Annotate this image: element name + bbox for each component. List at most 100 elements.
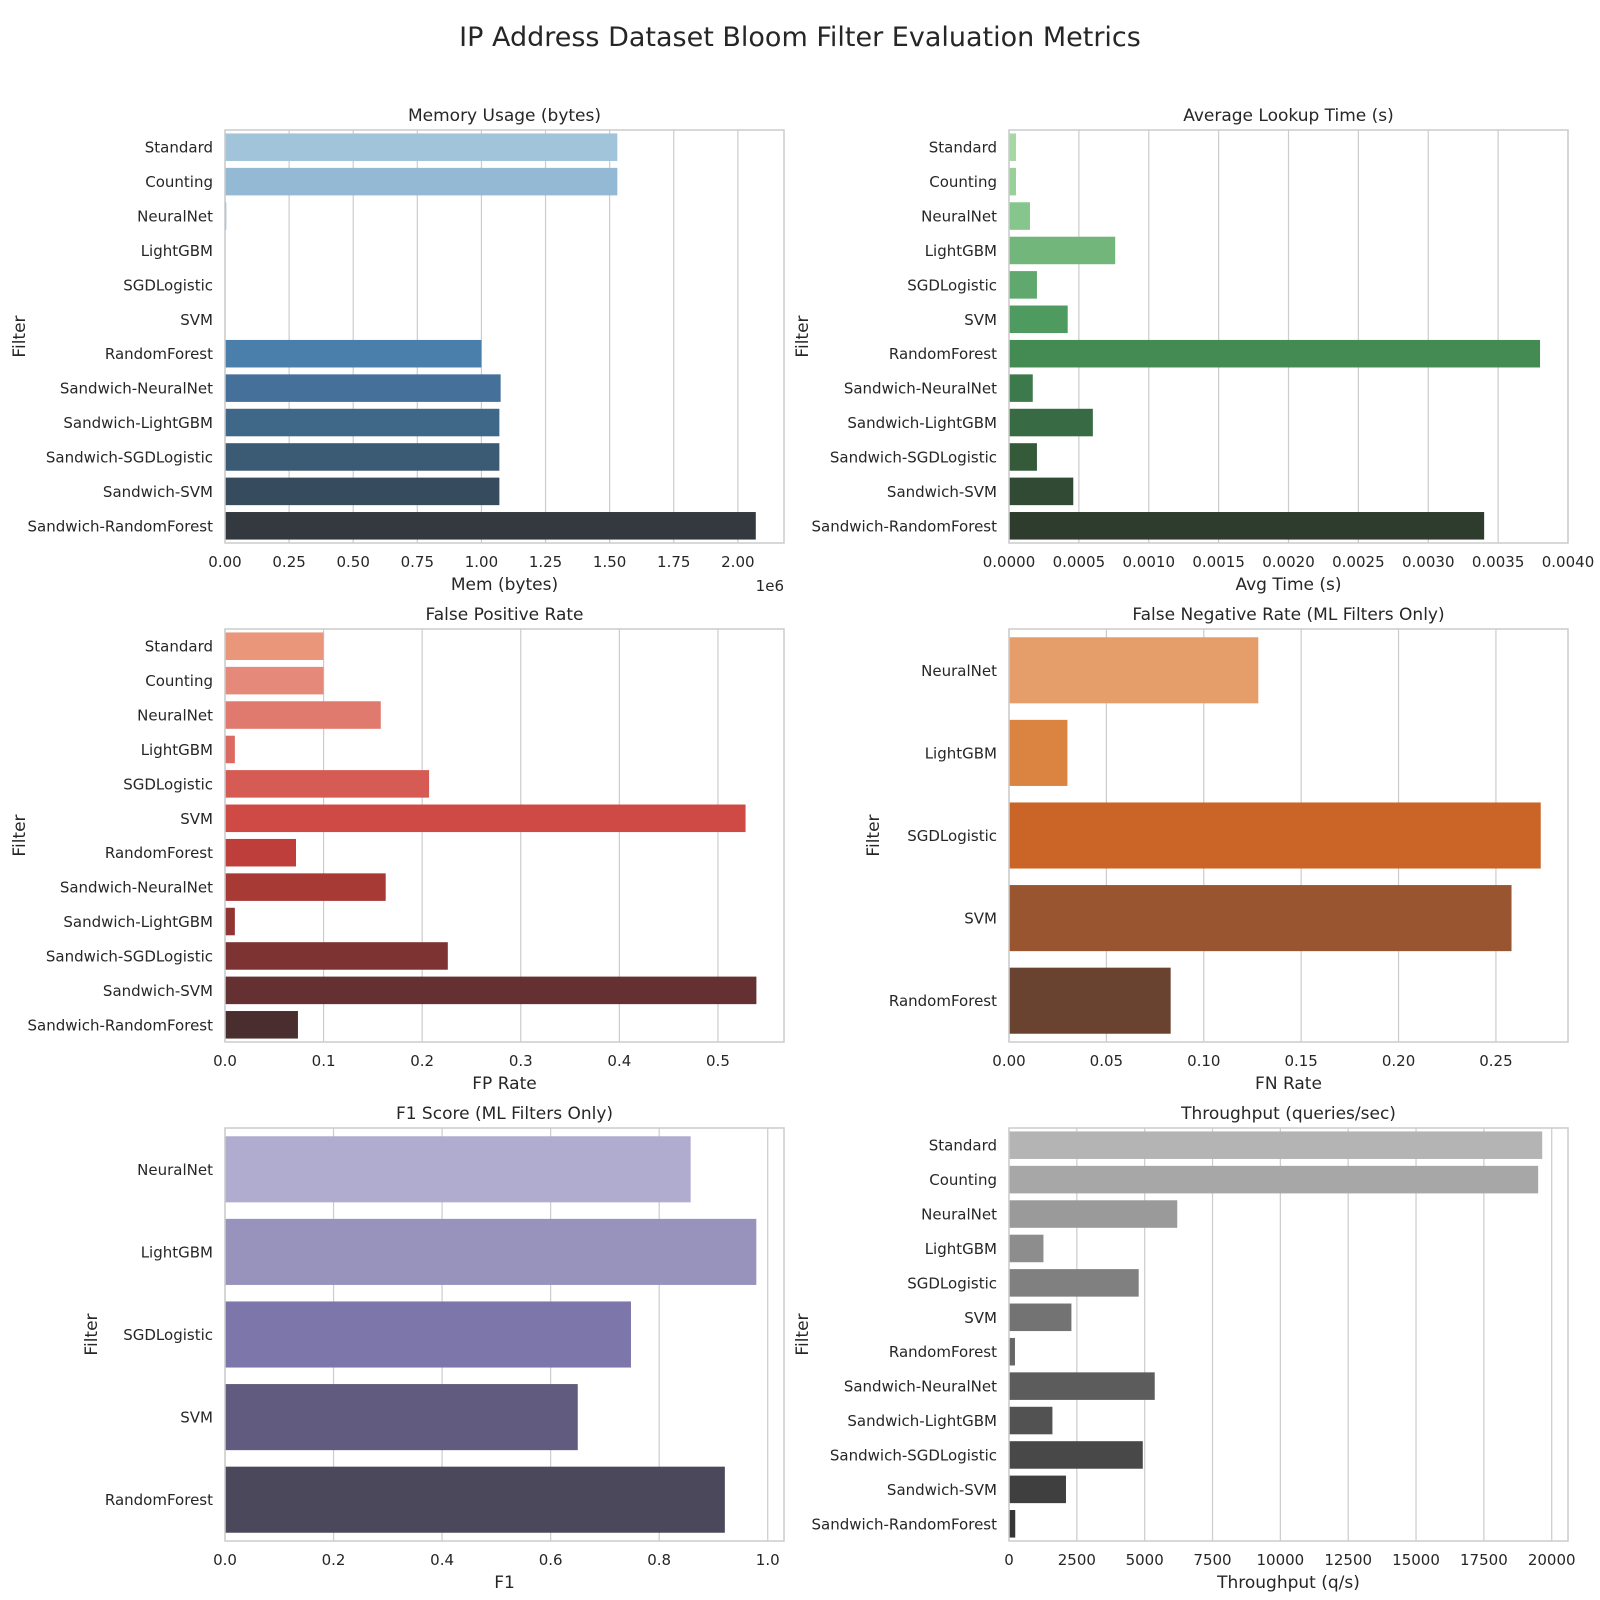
x-tick-label: 0.05 [1090,1052,1123,1070]
bar-counting [1009,167,1016,196]
y-tick-label: Sandwich-SGDLogistic [830,448,997,466]
bar-sgdlogistic [225,770,430,798]
y-tick-label: Sandwich-NeuralNet [60,879,213,897]
x-tick-label: 10000 [1256,1551,1304,1569]
y-tick-label: Sandwich-NeuralNet [60,380,213,398]
x-tick-label: 0.00 [992,1052,1025,1070]
bar-randomforest [225,339,482,368]
y-tick-label: Sandwich-SVM [887,483,997,501]
bar-counting [1009,1165,1539,1194]
y-tick-label: SVM [180,311,213,329]
y-tick-label: Sandwich-SGDLogistic [46,448,213,466]
bar-sandwich-randomforest [1009,512,1485,540]
y-tick-label: Standard [929,139,997,157]
y-tick-label: Sandwich-SVM [103,982,213,1000]
bar-sandwich-sgdlogistic [1009,443,1037,471]
bar-lightgbm [1009,236,1116,265]
axes-frame [224,1127,785,1542]
x-tick-label: 0.2 [322,1551,346,1569]
y-tick-label: Sandwich-RandomForest [812,517,998,535]
y-tick-label: RandomForest [105,1491,213,1509]
x-tick-label: 12500 [1324,1551,1372,1569]
bar-sandwich-neuralnet [1009,374,1033,402]
bar-sgdlogistic [1009,271,1037,299]
bar-counting [225,666,324,695]
bar-sandwich-svm [225,976,757,1005]
y-tick-label: Counting [929,173,997,191]
y-tick-label: Standard [145,638,213,656]
x-tick-label: 7500 [1193,1551,1231,1569]
y-tick-label: Sandwich-NeuralNet [844,1378,997,1396]
y-axis-label: Filter [10,814,30,856]
x-tick-label: 0.75 [401,553,434,571]
y-tick-label: Sandwich-RandomForest [28,1016,214,1034]
bar-sgdlogistic [225,1301,631,1368]
x-tick-label: 1.25 [529,553,562,571]
x-tick-label: 2.00 [721,553,754,571]
x-tick-label: 0.25 [1479,1052,1512,1070]
bar-sandwich-svm [225,477,500,506]
y-tick-label: SGDLogistic [907,276,997,294]
x-tick-label: 5000 [1126,1551,1164,1569]
y-tick-label: SVM [964,311,997,329]
y-tick-label: RandomForest [105,844,213,862]
y-tick-label: Sandwich-LightGBM [847,414,997,432]
bar-sandwich-randomforest [225,1011,298,1039]
f1-score-panel: NeuralNet LightGBM SGDLogistic SVM RandomFor… [82,1104,785,1593]
y-tick-label: RandomForest [889,345,997,363]
y-axis-label: Filter [10,315,30,357]
bar-sandwich-neuralnet [225,873,386,901]
x-tick-label: 0.3 [509,1052,533,1070]
y-tick-label: RandomForest [889,992,997,1010]
x-tick-label: 1.50 [593,553,626,571]
false-negative-panel: NeuralNet LightGBM SGDLogistic SVM RandomFor… [864,605,1569,1094]
bar-sandwich-lightgbm [225,907,235,936]
bar-standard [225,133,618,161]
bar-standard [225,632,324,660]
y-tick-label: Counting [145,672,213,690]
bar-sandwich-sgdlogistic [225,443,500,471]
axes-frame [1008,628,1569,1043]
x-axis-label: FP Rate [472,1074,536,1094]
bar-svm [225,1384,578,1451]
x-tick-label: 0.00 [208,553,241,571]
x-tick-label: 0.50 [337,553,370,571]
axes-frame [224,628,785,1043]
x-tick-label: 0.0 [213,1052,237,1070]
x-tick-label: 0.6 [539,1551,563,1569]
y-axis-label: Filter [82,1313,102,1355]
y-tick-label: SGDLogistic [907,1274,997,1292]
x-tick-label: 0.0005 [1053,553,1106,571]
y-tick-label: Counting [929,1171,997,1189]
bar-lightgbm [1009,1234,1044,1263]
bar-sandwich-lightgbm [225,408,500,437]
bar-sandwich-neuralnet [1009,1372,1155,1400]
y-tick-label: Sandwich-LightGBM [63,913,213,931]
x-tick-label: 0.8 [647,1551,671,1569]
bar-neuralnet [1009,637,1259,704]
bar-randomforest [225,838,296,867]
bar-sandwich-sgdlogistic [1009,1441,1143,1469]
y-tick-label: Sandwich-RandomForest [812,1515,998,1533]
y-tick-label: NeuralNet [921,662,997,680]
y-tick-label: LightGBM [141,741,213,759]
subplot-title: False Negative Rate (ML Filters Only) [1132,605,1444,625]
y-tick-label: NeuralNet [137,1161,213,1179]
x-tick-label: 0.4 [430,1551,454,1569]
y-tick-label: SGDLogistic [123,276,213,294]
y-tick-label: SVM [964,1309,997,1327]
bar-sgdlogistic [1009,802,1541,869]
bar-svm [1009,1303,1072,1332]
x-tick-label: 0.0020 [1262,553,1315,571]
y-tick-label: Sandwich-NeuralNet [844,380,997,398]
y-tick-label: LightGBM [141,242,213,260]
y-tick-label: NeuralNet [137,208,213,226]
bar-randomforest [1009,1337,1015,1366]
bar-counting [225,167,618,196]
y-tick-label: SVM [180,810,213,828]
x-tick-label: 0.0040 [1542,553,1595,571]
x-axis-label: Avg Time (s) [1235,575,1341,595]
subplot-title: F1 Score (ML Filters Only) [396,1104,613,1124]
y-tick-label: NeuralNet [921,1206,997,1224]
figure-title: IP Address Dataset Bloom Filter Evaluati… [459,22,1141,53]
